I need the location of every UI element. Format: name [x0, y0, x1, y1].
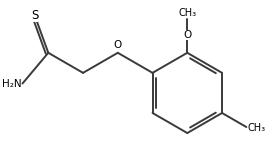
- Text: S: S: [31, 9, 38, 22]
- Text: H₂N: H₂N: [2, 78, 21, 88]
- Text: CH₃: CH₃: [247, 123, 266, 133]
- Text: O: O: [183, 30, 191, 40]
- Text: CH₃: CH₃: [178, 8, 196, 18]
- Text: O: O: [114, 40, 122, 50]
